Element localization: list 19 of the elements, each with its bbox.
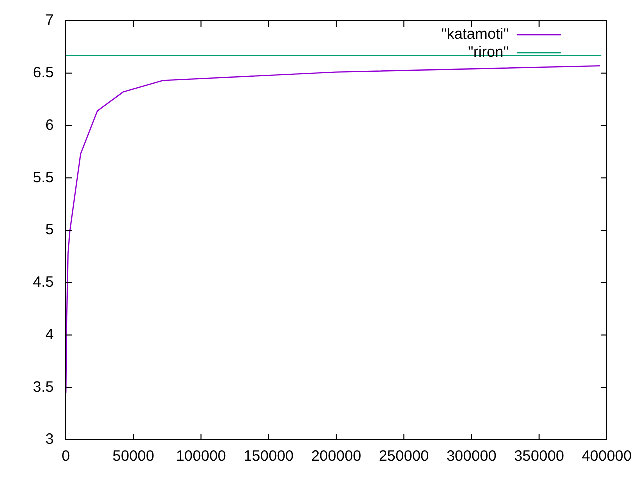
y-tick-label: 5.5 (33, 169, 54, 186)
y-tick-label: 7 (46, 12, 54, 30)
x-tick-label: 300000 (446, 448, 497, 466)
x-tick-label: 400000 (582, 448, 632, 466)
x-tick-label: 150000 (244, 448, 294, 466)
y-tick-label: 5 (46, 222, 54, 239)
y-tick-label: 3.5 (33, 378, 54, 396)
y-tick-label: 3 (46, 431, 54, 448)
x-tick-label: 250000 (379, 448, 430, 466)
y-tick-label: 6.5 (33, 64, 54, 82)
x-tick-label: 50000 (112, 448, 154, 466)
y-tick-label: 6 (46, 116, 54, 134)
x-tick-label: 200000 (311, 448, 362, 466)
y-tick-label: 4.5 (33, 274, 54, 292)
x-tick-label: 0 (62, 448, 70, 466)
x-tick-label: 100000 (176, 448, 226, 466)
x-tick-label: 350000 (514, 448, 564, 466)
legend-label: "katamoti" (442, 26, 509, 44)
y-tick-label: 4 (46, 326, 54, 344)
